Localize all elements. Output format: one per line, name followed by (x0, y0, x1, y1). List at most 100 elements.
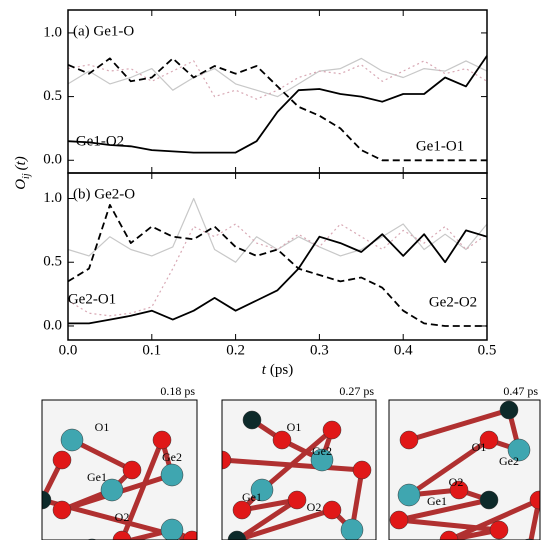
atom-label: Ge1 (87, 470, 107, 484)
atom (322, 420, 342, 440)
bond (241, 497, 298, 513)
y-label-arg: (t) (13, 156, 29, 170)
atom-label: Ge2 (312, 444, 332, 458)
atom (340, 518, 364, 540)
atom-label: Ge2 (162, 450, 182, 464)
atom (152, 430, 172, 450)
bond (260, 428, 334, 492)
y-axis-label: Oij (t) (13, 156, 32, 190)
atom (479, 490, 499, 510)
atom (449, 480, 469, 500)
bond (236, 507, 333, 540)
y-tick-label: 0.5 (43, 88, 62, 104)
bond (407, 437, 491, 498)
x-tick-label: 0.5 (478, 342, 497, 358)
atom (52, 500, 72, 520)
x-axis-label: t (ps) (262, 362, 294, 378)
bond (398, 517, 500, 533)
series-line (67, 57, 488, 98)
atom-label: Ge2 (499, 454, 519, 468)
atom (182, 530, 197, 540)
snapshot-time: 0.18 ps (160, 384, 195, 398)
atom (352, 460, 372, 480)
x-tick-label: 0.3 (310, 342, 329, 358)
atom (479, 430, 499, 450)
y-tick-label: 0.0 (43, 152, 62, 168)
atom-label: Ge1 (427, 494, 447, 508)
atom (389, 510, 409, 530)
atom (227, 530, 247, 540)
atom (52, 450, 72, 470)
atom-label: Ge1 (242, 490, 262, 504)
atom (232, 500, 252, 520)
bond (222, 457, 363, 473)
atom (250, 478, 274, 502)
atom-label: O1 (472, 440, 487, 454)
series-line (68, 229, 488, 325)
atoms (42, 428, 197, 540)
x-tick-label: 0.2 (226, 342, 245, 358)
atom-label: O2 (307, 500, 322, 514)
atom (322, 500, 342, 520)
atom (160, 518, 184, 540)
atom (489, 520, 509, 540)
atom (60, 428, 84, 452)
atom (112, 530, 132, 540)
bond (408, 407, 510, 443)
atom (499, 400, 519, 420)
atom (160, 463, 184, 487)
y-label-sub: ij (21, 173, 32, 179)
series-line (67, 197, 488, 263)
atom (529, 490, 540, 510)
panel-title: (b) Ge2-O (73, 186, 135, 202)
snapshot: 0.18 ps O1 Ge2 Ge1 O2 (41, 384, 198, 540)
x-label-unit: (ps) (270, 362, 293, 378)
y-tick-label: 0.5 (43, 254, 62, 270)
series-line (67, 204, 487, 327)
atom-label: O2 (115, 510, 130, 524)
atom-label: O1 (95, 420, 110, 434)
atom (310, 448, 334, 472)
atoms (222, 410, 372, 540)
atom (439, 530, 459, 540)
line-annotation: Ge2-O1 (68, 291, 116, 307)
atom (222, 450, 232, 470)
snapshot-frame (221, 399, 377, 540)
snapshot-frame (388, 399, 541, 540)
y-tick-label: 0.0 (43, 317, 62, 333)
atom (397, 483, 421, 507)
y-tick-label: 1.0 (43, 24, 62, 40)
atom (42, 490, 52, 510)
series-line (67, 55, 488, 154)
snapshot-time: 0.47 ps (503, 384, 538, 398)
bond (447, 497, 540, 540)
series-line (67, 223, 488, 317)
x-tick-label: 0.1 (142, 342, 161, 358)
line-annotation: Ge1-O2 (76, 133, 124, 149)
atom-label: O1 (287, 420, 302, 434)
atom-label: O2 (449, 475, 464, 489)
atom (399, 430, 419, 450)
x-tick-label: 0.4 (394, 342, 413, 358)
y-tick-label: 1.0 (43, 190, 62, 206)
series-line (67, 57, 487, 162)
x-tick-label: 0.0 (59, 342, 78, 358)
snapshot-frame (41, 399, 198, 540)
y-label-var: O (13, 179, 29, 190)
bond (398, 497, 490, 523)
x-label-var: t (262, 362, 267, 378)
atom (122, 460, 142, 480)
atom (242, 410, 262, 430)
plot-frame (67, 172, 488, 341)
atom (287, 490, 307, 510)
atom (100, 478, 124, 502)
snapshot-time: 0.27 ps (339, 384, 374, 398)
bond (235, 497, 299, 540)
line-annotation: Ge1-O1 (416, 138, 464, 154)
snapshot: 0.27 ps O1 Ge2 Ge1 O2 (221, 384, 377, 540)
atom (507, 438, 531, 462)
atoms (389, 400, 540, 540)
atom (272, 430, 292, 450)
